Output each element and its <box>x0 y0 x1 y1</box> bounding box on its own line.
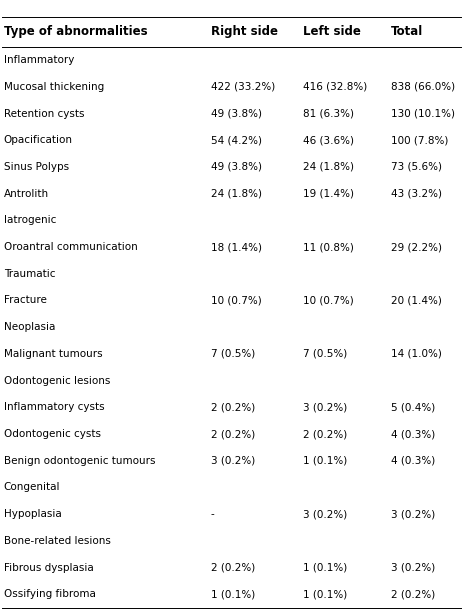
Text: 54 (4.2%): 54 (4.2%) <box>211 135 262 145</box>
Text: 24 (1.8%): 24 (1.8%) <box>303 162 354 172</box>
Text: 10 (0.7%): 10 (0.7%) <box>211 295 262 306</box>
Text: Odontogenic cysts: Odontogenic cysts <box>4 429 101 439</box>
Text: Opacification: Opacification <box>4 135 73 145</box>
Text: Traumatic: Traumatic <box>4 269 55 279</box>
Text: Hypoplasia: Hypoplasia <box>4 509 62 519</box>
Text: Fibrous dysplasia: Fibrous dysplasia <box>4 563 94 573</box>
Text: 11 (0.8%): 11 (0.8%) <box>303 242 354 252</box>
Text: Inflammatory cysts: Inflammatory cysts <box>4 402 104 412</box>
Text: Malignant tumours: Malignant tumours <box>4 349 102 359</box>
Text: Odontogenic lesions: Odontogenic lesions <box>4 376 110 386</box>
Text: 46 (3.6%): 46 (3.6%) <box>303 135 354 145</box>
Text: 1 (0.1%): 1 (0.1%) <box>303 563 348 573</box>
Text: 4 (0.3%): 4 (0.3%) <box>391 429 436 439</box>
Text: 18 (1.4%): 18 (1.4%) <box>211 242 262 252</box>
Text: Sinus Polyps: Sinus Polyps <box>4 162 69 172</box>
Text: 24 (1.8%): 24 (1.8%) <box>211 189 262 199</box>
Text: 14 (1.0%): 14 (1.0%) <box>391 349 442 359</box>
Text: 7 (0.5%): 7 (0.5%) <box>303 349 348 359</box>
Text: 100 (7.8%): 100 (7.8%) <box>391 135 449 145</box>
Text: 43 (3.2%): 43 (3.2%) <box>391 189 442 199</box>
Text: Left side: Left side <box>303 25 361 39</box>
Text: 416 (32.8%): 416 (32.8%) <box>303 82 368 92</box>
Text: 3 (0.2%): 3 (0.2%) <box>391 563 436 573</box>
Text: Type of abnormalities: Type of abnormalities <box>4 25 147 39</box>
Text: 3 (0.2%): 3 (0.2%) <box>303 402 348 412</box>
Text: 1 (0.1%): 1 (0.1%) <box>303 589 348 599</box>
Text: 2 (0.2%): 2 (0.2%) <box>211 429 255 439</box>
Text: -: - <box>211 509 214 519</box>
Text: 2 (0.2%): 2 (0.2%) <box>391 589 436 599</box>
Text: Retention cysts: Retention cysts <box>4 108 84 119</box>
Text: 130 (10.1%): 130 (10.1%) <box>391 108 455 119</box>
Text: 7 (0.5%): 7 (0.5%) <box>211 349 255 359</box>
Text: 49 (3.8%): 49 (3.8%) <box>211 108 262 119</box>
Text: Right side: Right side <box>211 25 278 39</box>
Text: Neoplasia: Neoplasia <box>4 322 55 332</box>
Text: 3 (0.2%): 3 (0.2%) <box>211 456 255 466</box>
Text: 2 (0.2%): 2 (0.2%) <box>303 429 348 439</box>
Text: 73 (5.6%): 73 (5.6%) <box>391 162 442 172</box>
Text: Congenital: Congenital <box>4 482 60 493</box>
Text: 10 (0.7%): 10 (0.7%) <box>303 295 354 306</box>
Text: 20 (1.4%): 20 (1.4%) <box>391 295 442 306</box>
Text: Total: Total <box>391 25 424 39</box>
Text: 2 (0.2%): 2 (0.2%) <box>211 563 255 573</box>
Text: 49 (3.8%): 49 (3.8%) <box>211 162 262 172</box>
Text: Benign odontogenic tumours: Benign odontogenic tumours <box>4 456 155 466</box>
Text: 422 (33.2%): 422 (33.2%) <box>211 82 275 92</box>
Text: Oroantral communication: Oroantral communication <box>4 242 138 252</box>
Text: Iatrogenic: Iatrogenic <box>4 215 56 225</box>
Text: 19 (1.4%): 19 (1.4%) <box>303 189 354 199</box>
Text: 3 (0.2%): 3 (0.2%) <box>303 509 348 519</box>
Text: 81 (6.3%): 81 (6.3%) <box>303 108 354 119</box>
Text: 5 (0.4%): 5 (0.4%) <box>391 402 436 412</box>
Text: Mucosal thickening: Mucosal thickening <box>4 82 104 92</box>
Text: 29 (2.2%): 29 (2.2%) <box>391 242 442 252</box>
Text: 1 (0.1%): 1 (0.1%) <box>303 456 348 466</box>
Text: Ossifying fibroma: Ossifying fibroma <box>4 589 95 599</box>
Text: 4 (0.3%): 4 (0.3%) <box>391 456 436 466</box>
Text: Inflammatory: Inflammatory <box>4 55 74 65</box>
Text: 1 (0.1%): 1 (0.1%) <box>211 589 255 599</box>
Text: Bone-related lesions: Bone-related lesions <box>4 536 111 546</box>
Text: Antrolith: Antrolith <box>4 189 49 199</box>
Text: Fracture: Fracture <box>4 295 47 306</box>
Text: 3 (0.2%): 3 (0.2%) <box>391 509 436 519</box>
Text: 838 (66.0%): 838 (66.0%) <box>391 82 455 92</box>
Text: 2 (0.2%): 2 (0.2%) <box>211 402 255 412</box>
